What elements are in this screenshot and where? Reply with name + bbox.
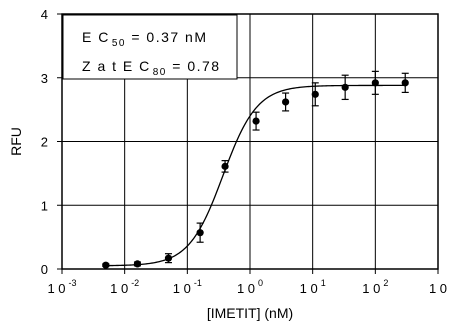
data-point — [401, 72, 409, 94]
data-marker — [133, 260, 142, 268]
fit-curve-layer — [105, 84, 406, 267]
y-tick-label: 1 — [41, 198, 48, 213]
data-marker — [102, 261, 110, 269]
annotation-box: E C 50 = 0.37 nM Z a t E C 80 = 0.78 — [62, 14, 238, 80]
y-tick-label: 3 — [41, 71, 48, 86]
data-point — [164, 253, 173, 264]
data-point — [196, 222, 204, 243]
data-point — [102, 261, 110, 269]
data-point — [282, 92, 290, 112]
data-points — [102, 70, 409, 269]
data-marker — [221, 162, 229, 170]
y-axis-title: RFU — [8, 127, 24, 156]
x-tick-label: 1 0 -2 — [110, 278, 139, 296]
annotation-line: Z a t E C 80 = 0.78 — [82, 58, 221, 78]
x-axis-title: [IMETIT] (nM) — [207, 305, 293, 321]
data-point — [371, 70, 379, 95]
data-marker — [196, 229, 204, 237]
data-marker — [371, 79, 379, 87]
data-marker — [311, 90, 319, 98]
data-marker — [282, 98, 290, 106]
data-point — [252, 111, 260, 131]
annotation-background — [62, 14, 238, 80]
x-tick-label: 1 0 -3 — [47, 278, 76, 296]
data-point — [341, 74, 349, 101]
y-tick-label: 2 — [41, 135, 48, 150]
data-marker — [164, 254, 173, 262]
x-tick-label: 1 0 -1 — [173, 278, 202, 296]
data-marker — [341, 83, 349, 91]
data-marker — [252, 117, 260, 125]
data-point — [133, 260, 142, 268]
y-tick-label: 4 — [41, 7, 48, 22]
annotation-line: E C 50 = 0.37 nM — [82, 29, 208, 49]
data-point — [311, 82, 319, 107]
x-tick-label: 1 0 — [429, 281, 447, 296]
data-marker — [401, 79, 409, 87]
fit-curve — [105, 84, 406, 267]
y-tick-label: 0 — [41, 262, 48, 277]
data-point — [221, 160, 229, 173]
